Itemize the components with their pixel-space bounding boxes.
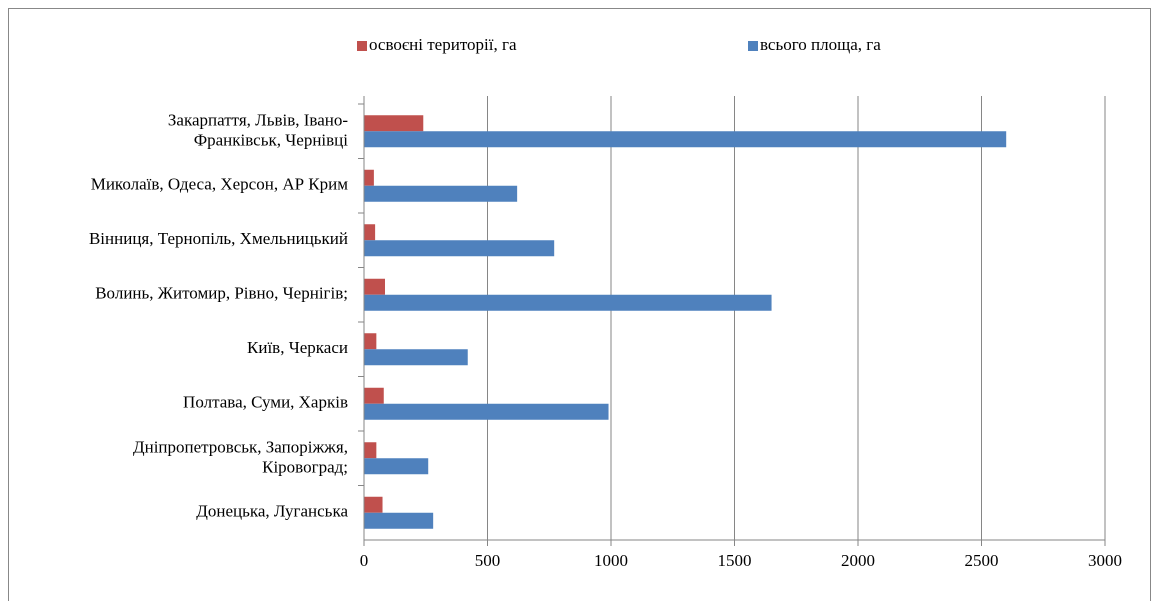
y-tick-label: Донецька, Луганська (196, 502, 348, 521)
x-tick-label: 2000 (841, 551, 875, 570)
bar (364, 496, 383, 513)
bar (364, 512, 434, 529)
bar (364, 403, 609, 420)
y-tick-label: Дніпропетровськ, Запоріжжя, Кіровоград; (133, 437, 348, 476)
x-tick-label: 0 (360, 551, 369, 570)
bar (364, 294, 772, 311)
bar (364, 387, 384, 404)
legend-swatch (357, 41, 367, 51)
bar (364, 185, 518, 202)
bar (364, 224, 376, 241)
x-tick-label: 500 (475, 551, 501, 570)
x-tick-label: 1000 (594, 551, 628, 570)
y-tick-label: Полтава, Суми, Харків (183, 393, 348, 412)
y-tick-label: Закарпаття, Львів, Івано-Франківськ, Чер… (168, 110, 348, 149)
bar (364, 349, 468, 366)
y-tick-label: Київ, Черкаси (247, 338, 348, 357)
x-tick-label: 3000 (1088, 551, 1122, 570)
bar (364, 169, 374, 186)
y-tick-label: Миколаїв, Одеса, Херсон, АР Крим (91, 175, 349, 194)
bar (364, 131, 1007, 148)
bar (364, 240, 555, 257)
x-tick-label: 2500 (965, 551, 999, 570)
x-tick-label: 1500 (718, 551, 752, 570)
chart-frame (8, 8, 1151, 601)
bar (364, 115, 424, 132)
bar (364, 333, 377, 350)
legend-swatch (748, 41, 758, 51)
bar (364, 278, 385, 295)
bar (364, 458, 429, 475)
bar (364, 442, 377, 459)
y-tick-label: Волинь, Житомир, Рівно, Чернігів; (95, 284, 348, 303)
legend-label: всього площа, га (760, 35, 881, 54)
legend-label: освоєні території, га (369, 35, 517, 54)
y-tick-label: Вінниця, Тернопіль, Хмельницький (89, 229, 348, 248)
